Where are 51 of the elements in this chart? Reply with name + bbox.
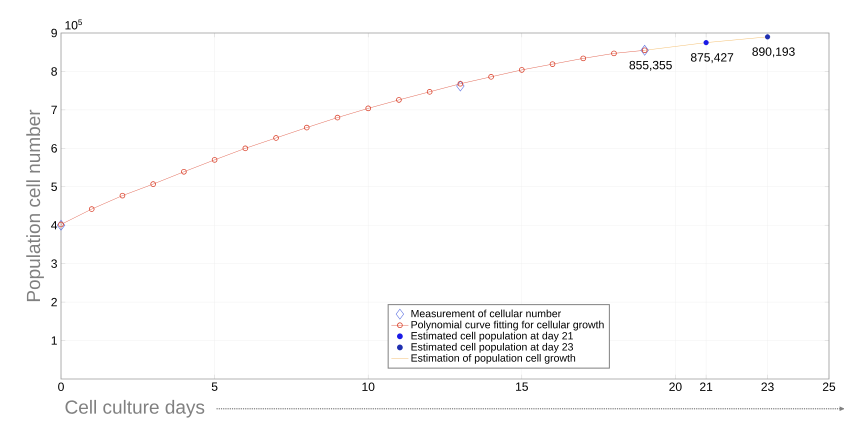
legend-label: Estimation of population cell growth: [411, 354, 576, 364]
point: [242, 146, 248, 152]
point: [488, 74, 494, 80]
point: [640, 45, 649, 56]
y-tick-label: 7: [51, 106, 57, 114]
legend-label: Measurement of cellular number: [411, 310, 561, 318]
point: [550, 61, 556, 67]
x-tick-label: 0: [58, 382, 64, 392]
point: [181, 168, 187, 175]
point: [396, 97, 402, 103]
point: [426, 89, 432, 95]
point: [519, 67, 525, 73]
y-tick-label: 8: [51, 67, 57, 76]
x-axis-title: Cell culture days: [66, 400, 204, 418]
point: [458, 80, 464, 87]
point: [120, 192, 126, 198]
y-axis-title: Population cell number: [26, 110, 44, 302]
annotation: 890,193: [752, 47, 795, 58]
point: [56, 220, 66, 231]
legend-label: Estimated cell population at day 23: [411, 342, 573, 353]
point: [580, 56, 586, 62]
point: [704, 40, 709, 46]
legend-label: Polynomial curve fitting for cellular growth: [411, 320, 604, 330]
point: [334, 114, 340, 120]
y-tick-label: 2: [51, 298, 57, 306]
annotation: 855,355: [630, 60, 672, 71]
x-tick-label: 20: [669, 382, 682, 392]
x-tick-label: 15: [516, 382, 528, 391]
y-tick-label: 3: [51, 259, 57, 268]
x-tick-label: 25: [822, 382, 836, 392]
point: [764, 34, 770, 40]
x-tick-label: 10: [362, 382, 374, 392]
y-tick-label: 4: [51, 221, 58, 230]
y-tick-label: 5: [51, 182, 57, 191]
y-tick-label: 6: [51, 144, 57, 153]
point: [456, 80, 464, 92]
x-tick-label: 21: [700, 382, 712, 391]
point: [304, 124, 310, 130]
y-tick-label: 9: [51, 28, 57, 38]
legend-label: Estimated cell population at day 21: [411, 332, 573, 342]
x-tick-label: 23: [761, 382, 774, 392]
point: [212, 157, 218, 163]
annotation: 875,427: [690, 53, 734, 64]
y-tick-label: 1: [52, 336, 57, 345]
text: 10$^{5}$: [65, 19, 82, 30]
x-tick-label: 5: [212, 382, 218, 391]
point: [611, 50, 617, 56]
point: [365, 106, 372, 112]
point: [150, 181, 156, 187]
point: [88, 206, 95, 212]
point: [273, 135, 279, 141]
